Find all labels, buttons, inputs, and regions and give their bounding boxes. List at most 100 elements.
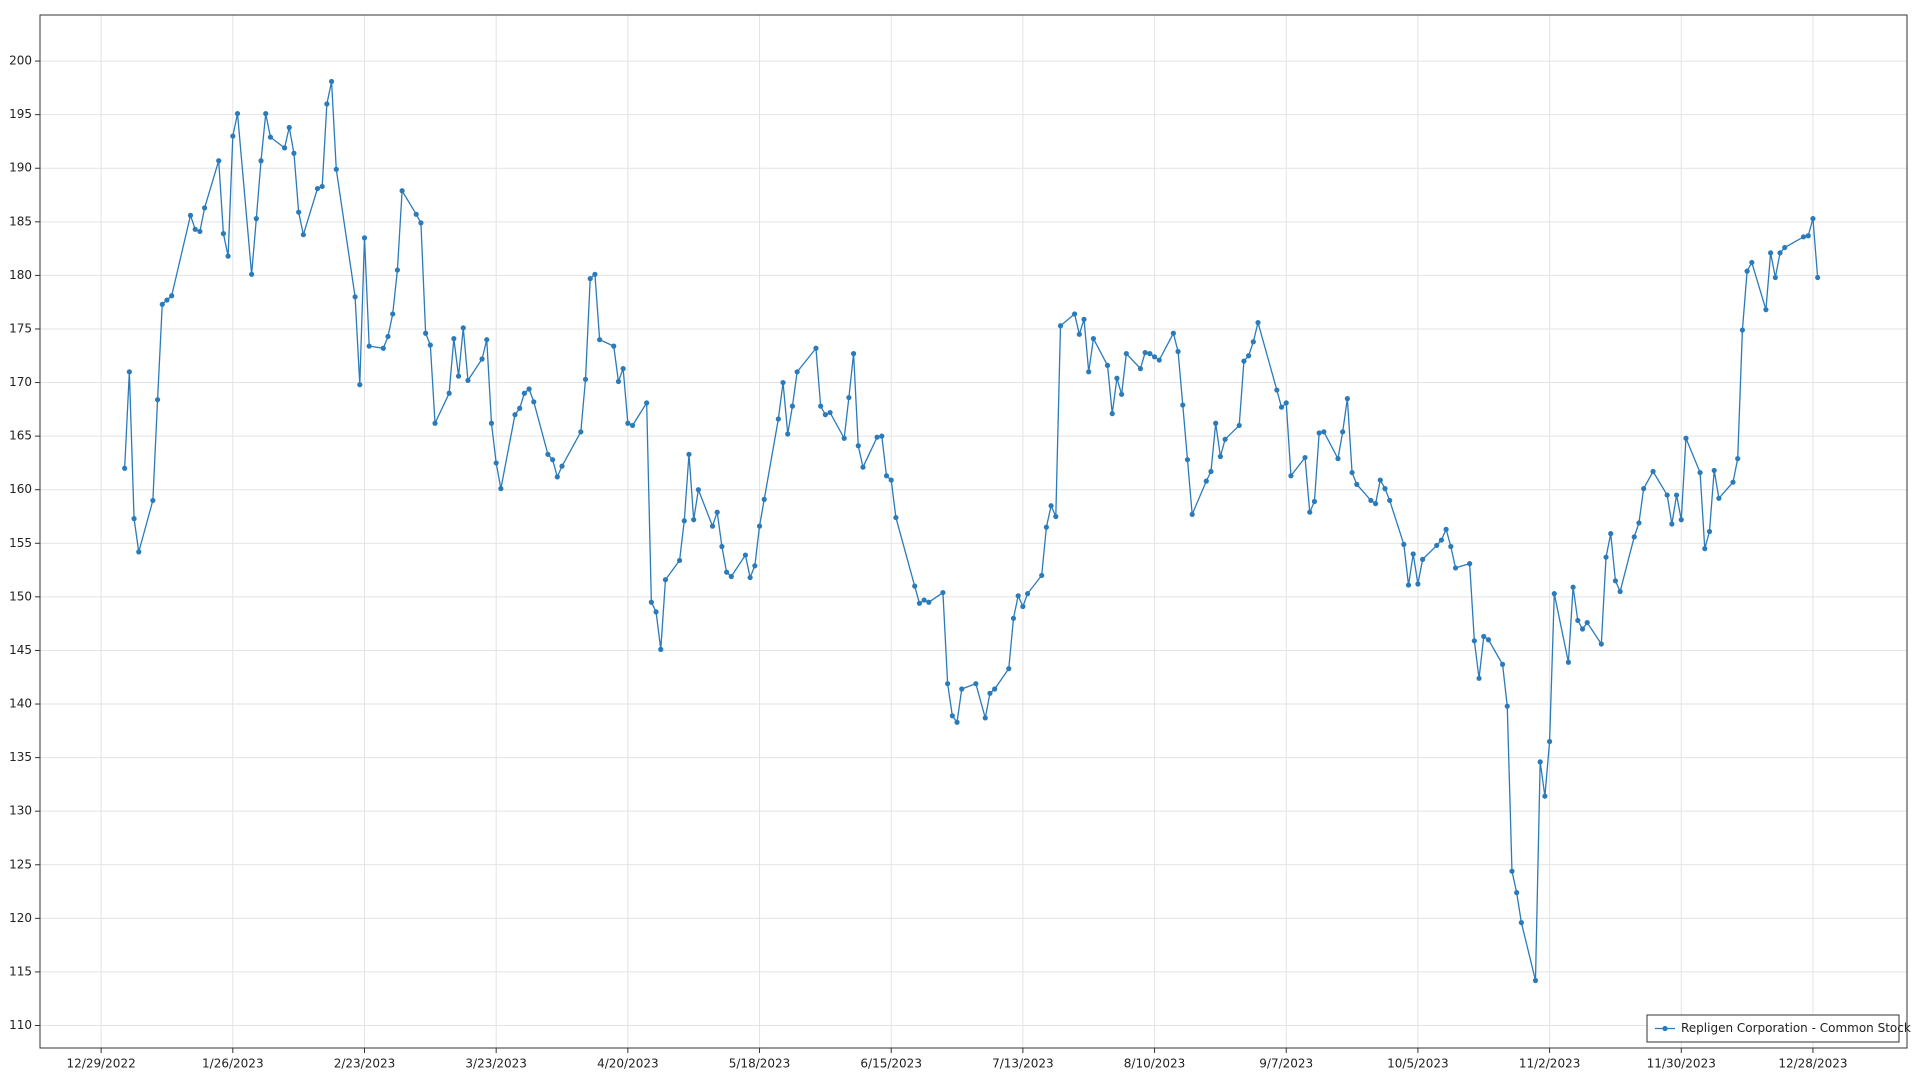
data-point <box>719 543 725 550</box>
data-point <box>1452 565 1459 571</box>
data-point <box>1015 593 1021 599</box>
data-point <box>126 369 132 375</box>
data-point <box>197 228 203 235</box>
data-point <box>1057 323 1064 329</box>
data-point <box>413 211 419 217</box>
data-point <box>1551 591 1557 597</box>
data-point <box>1537 759 1543 765</box>
data-point <box>860 464 866 470</box>
data-point <box>1476 675 1482 681</box>
data-point <box>1800 234 1807 240</box>
data-point <box>794 369 800 375</box>
data-point <box>1617 588 1623 595</box>
data-point <box>1570 584 1576 590</box>
data-point <box>874 434 880 440</box>
x-tick-label: 12/29/2022 <box>67 1057 136 1071</box>
data-point <box>319 183 325 190</box>
data-point <box>1151 354 1158 360</box>
y-tick-label: 115 <box>9 964 32 978</box>
y-tick-label: 160 <box>9 482 32 496</box>
data-point <box>296 209 302 215</box>
data-point <box>136 549 142 555</box>
data-point <box>879 433 885 439</box>
x-tick-label: 1/26/2023 <box>202 1057 264 1071</box>
data-point <box>1730 479 1736 485</box>
data-point <box>1669 521 1675 527</box>
data-point <box>1697 469 1703 476</box>
legend-box <box>1646 1014 1900 1043</box>
data-point <box>164 297 170 303</box>
data-point <box>1504 703 1510 709</box>
data-point <box>1448 543 1454 550</box>
data-point <box>1735 456 1741 462</box>
data-point <box>263 110 269 117</box>
data-point <box>122 465 128 471</box>
data-point <box>1815 274 1821 281</box>
y-tick-label: 130 <box>9 804 32 818</box>
data-point <box>1514 890 1520 896</box>
data-point <box>949 713 955 719</box>
data-point <box>521 390 527 396</box>
data-point <box>747 574 753 581</box>
data-point <box>361 235 368 241</box>
data-point <box>855 443 861 449</box>
data-point <box>1246 353 1252 359</box>
data-point <box>328 78 335 85</box>
data-point <box>1274 387 1280 393</box>
data-point <box>987 690 993 696</box>
data-point <box>1420 556 1426 562</box>
data-point <box>550 457 556 463</box>
data-point <box>1010 615 1017 621</box>
data-point <box>333 166 339 172</box>
data-point <box>484 337 490 343</box>
data-point <box>1772 274 1778 281</box>
data-point <box>883 473 890 479</box>
data-point <box>352 294 358 300</box>
data-point <box>954 719 960 725</box>
data-point <box>1575 617 1581 624</box>
data-point <box>1499 661 1506 667</box>
data-point <box>1711 467 1717 474</box>
data-point <box>159 301 165 307</box>
data-point <box>644 400 650 406</box>
data-point <box>1481 633 1487 640</box>
data-point <box>1213 420 1219 426</box>
legend: Repligen Corporation - Common Stock <box>1646 1014 1911 1043</box>
data-point <box>916 600 923 606</box>
data-point <box>1546 738 1553 745</box>
data-point <box>742 552 749 558</box>
data-point <box>1584 619 1590 626</box>
y-tick-label: 195 <box>9 107 32 121</box>
data-point <box>357 382 363 388</box>
data-point <box>1349 469 1355 476</box>
data-point <box>578 429 584 435</box>
data-point <box>286 124 292 131</box>
data-point <box>192 226 198 232</box>
data-point <box>1053 513 1059 520</box>
data-point <box>451 336 457 342</box>
data-point <box>592 271 598 277</box>
data-point <box>1387 497 1393 504</box>
y-tick-label: 140 <box>9 697 32 711</box>
data-point <box>1565 659 1572 665</box>
data-point <box>681 518 687 524</box>
y-tick-label: 165 <box>9 429 32 443</box>
data-point <box>281 145 288 151</box>
data-point <box>1509 868 1515 874</box>
data-point <box>648 599 654 605</box>
x-tick-label: 11/2/2023 <box>1519 1057 1581 1071</box>
y-tick-label: 185 <box>9 214 32 228</box>
data-point <box>1434 542 1440 549</box>
data-point <box>1255 319 1261 326</box>
data-point <box>629 422 636 429</box>
data-point <box>1311 498 1318 505</box>
data-point <box>1043 524 1049 530</box>
data-point <box>662 577 669 583</box>
data-point <box>587 276 593 282</box>
data-point <box>390 311 396 317</box>
data-point <box>1104 362 1111 369</box>
data-point <box>1288 473 1294 479</box>
data-point <box>493 460 499 466</box>
x-tick-label: 2/23/2023 <box>334 1057 396 1071</box>
data-point <box>1678 517 1684 523</box>
